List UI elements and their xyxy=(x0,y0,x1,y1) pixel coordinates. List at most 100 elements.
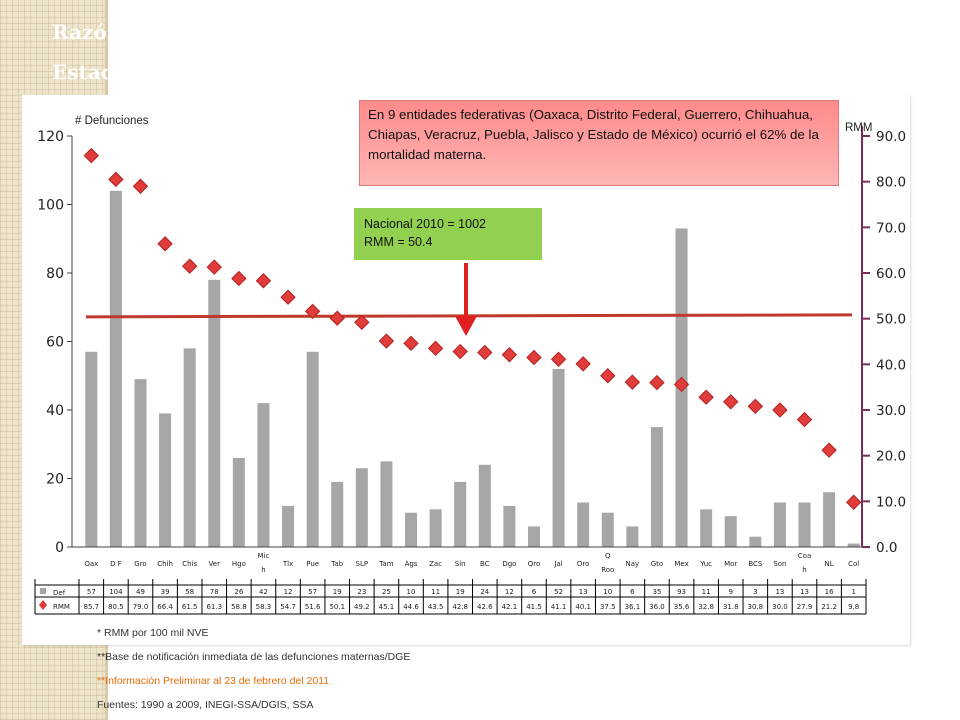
table-value-rmm: 85.7 xyxy=(84,603,100,611)
bar-yuc xyxy=(700,509,713,547)
table-value-rmm: 31.8 xyxy=(723,603,739,611)
arrow-head xyxy=(455,316,477,336)
category-label: Jal xyxy=(553,560,562,568)
left-tick-label: 0 xyxy=(55,540,64,556)
marker-coah xyxy=(796,411,813,428)
callout-top-entities: En 9 entidades federativas (Oaxaca, Dist… xyxy=(359,100,839,186)
table-value-rmm: 30.8 xyxy=(748,603,764,611)
category-label: Ags xyxy=(405,560,418,568)
table-value-def: 26 xyxy=(234,588,243,596)
bar-tam xyxy=(380,461,393,547)
category-label: Oro xyxy=(577,560,590,568)
category-label-line-1: Mic xyxy=(258,552,270,560)
table-value-rmm: 44.6 xyxy=(403,603,419,611)
table-value-rmm: 50.1 xyxy=(329,603,345,611)
table-value-def: 11 xyxy=(431,588,440,596)
chart-panel xyxy=(22,95,910,645)
category-label: BC xyxy=(480,560,490,568)
table-value-def: 25 xyxy=(382,588,391,596)
footnote-rmm-unit: * RMM por 100 mil NVE xyxy=(97,627,209,639)
table-value-rmm: 30.0 xyxy=(772,603,788,611)
category-label-line-2: Roo xyxy=(601,566,614,574)
category-label-line-2: h xyxy=(802,566,806,574)
table-value-rmm: 42.6 xyxy=(477,603,493,611)
table-value-rmm: 49.2 xyxy=(354,603,370,611)
marker-q-roo xyxy=(600,368,616,384)
table-value-def: 35 xyxy=(652,588,661,596)
national-rmm-line xyxy=(85,313,853,319)
marker-yuc xyxy=(698,389,714,405)
right-tick-label: 30.0 xyxy=(876,403,906,419)
table-value-def: 13 xyxy=(775,588,784,596)
table-value-rmm: 42.1 xyxy=(502,603,518,611)
category-label: Yuc xyxy=(699,560,712,568)
table-value-def: 3 xyxy=(753,588,757,596)
bar-nay xyxy=(626,526,639,547)
category-label: Zac xyxy=(429,560,442,568)
bar-sin xyxy=(454,481,467,547)
marker-sin xyxy=(452,343,468,360)
marker-tam xyxy=(378,333,395,349)
bar-dgo xyxy=(503,505,516,547)
marker-son xyxy=(772,402,788,418)
bar-oax xyxy=(85,351,98,547)
category-label: Gto xyxy=(651,560,663,568)
marker-qro xyxy=(526,349,542,366)
table-value-rmm: 36.1 xyxy=(625,603,641,611)
table-value-def: 10 xyxy=(603,588,612,596)
bar-ags xyxy=(405,512,418,547)
table-value-def: 6 xyxy=(532,588,537,596)
bar-q-roo xyxy=(601,512,614,547)
right-tick-label: 40.0 xyxy=(876,357,906,373)
marker-chis xyxy=(181,258,198,274)
table-value-rmm: 54.7 xyxy=(280,603,296,611)
left-tick-label: 120 xyxy=(37,129,64,145)
table-value-def: 1 xyxy=(851,588,855,596)
bar-gto xyxy=(650,427,663,547)
bar-coah xyxy=(798,502,811,547)
table-value-def: 57 xyxy=(87,588,96,596)
table-value-rmm: 79.0 xyxy=(133,603,149,611)
row-label-def: Def xyxy=(53,589,66,597)
bar-qro xyxy=(527,526,540,547)
left-axis: 0 20 40 60 80 100 120 # Defunciones xyxy=(37,115,866,556)
table-value-rmm: 40.1 xyxy=(575,603,591,611)
table-value-rmm: 42.8 xyxy=(452,603,468,611)
table-value-def: 78 xyxy=(210,588,219,596)
bar-bcs xyxy=(749,536,762,547)
right-tick-label: 90.0 xyxy=(876,129,906,145)
national-rmm-line-group xyxy=(85,313,853,319)
table-value-rmm: 41.1 xyxy=(551,603,567,611)
table-value-def: 58 xyxy=(185,588,194,596)
table-value-def: 49 xyxy=(136,588,145,596)
marker-bcs xyxy=(747,398,764,415)
marker-tlx xyxy=(280,289,296,305)
table-value-rmm: 58.3 xyxy=(256,603,272,611)
table-value-rmm: 61.5 xyxy=(182,603,198,611)
category-label: Tlx xyxy=(282,560,293,568)
bar-gro xyxy=(134,379,147,547)
marker-ver xyxy=(206,259,222,275)
bar-chih xyxy=(159,413,172,547)
marker-hgo xyxy=(231,270,247,287)
footnote-base: **Base de notificación inmediata de las … xyxy=(97,651,411,663)
bar-hgo xyxy=(232,457,245,547)
table-value-def: 52 xyxy=(554,588,563,596)
table-value-def: 10 xyxy=(407,588,416,596)
marker-mex xyxy=(673,376,690,393)
table-value-rmm: 9.8 xyxy=(848,603,859,611)
marker-zac xyxy=(427,340,444,357)
bar-tab xyxy=(331,481,344,547)
right-axis: 0.0 10.0 20.0 30.0 40.0 50.0 60.0 70.0 80.0 90.0 R… xyxy=(845,122,906,556)
category-label: Chih xyxy=(157,560,173,568)
callout-national-line-1: Nacional 2010 = 1002 xyxy=(364,217,486,231)
table-value-def: 16 xyxy=(825,588,834,596)
marker-df xyxy=(108,171,124,188)
marker-mich xyxy=(255,273,272,289)
category-label: BCS xyxy=(748,560,763,568)
left-axis-title: # Defunciones xyxy=(75,115,149,127)
table-value-rmm: 27.9 xyxy=(797,603,813,611)
marker-oro xyxy=(575,356,591,372)
bar-chis xyxy=(183,348,196,547)
